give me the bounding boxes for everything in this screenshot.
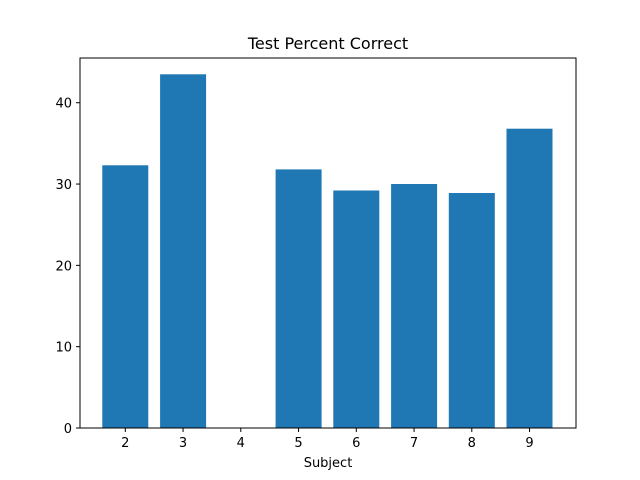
x-axis-label: Subject — [304, 456, 353, 471]
x-tick-label: 9 — [525, 436, 533, 451]
y-tick-label: 30 — [55, 178, 72, 193]
bar-2 — [102, 165, 149, 429]
chart-title: Test Percent Correct — [247, 34, 408, 53]
x-tick-label: 2 — [121, 436, 129, 451]
bar-8 — [448, 193, 495, 428]
bar-3 — [160, 74, 207, 429]
y-axis: 0 10 20 30 40 — [55, 97, 80, 437]
x-tick-label: 4 — [237, 436, 245, 451]
bar-9 — [506, 128, 553, 428]
y-tick-label: 40 — [55, 97, 72, 112]
bar-7 — [391, 184, 438, 428]
x-tick-label: 6 — [352, 436, 360, 451]
bars-group — [102, 74, 553, 429]
x-tick-label: 5 — [294, 436, 302, 451]
x-tick-label: 3 — [179, 436, 187, 451]
x-axis: 2 3 4 5 6 7 8 9 — [121, 428, 534, 451]
bar-6 — [333, 190, 380, 428]
plot-frame — [79, 57, 577, 429]
y-tick-label: 20 — [55, 259, 72, 274]
y-tick-label: 10 — [55, 341, 72, 356]
bar-5 — [275, 169, 322, 428]
x-tick-label: 8 — [468, 436, 476, 451]
x-tick-label: 7 — [410, 436, 418, 451]
y-tick-label: 0 — [64, 422, 72, 437]
